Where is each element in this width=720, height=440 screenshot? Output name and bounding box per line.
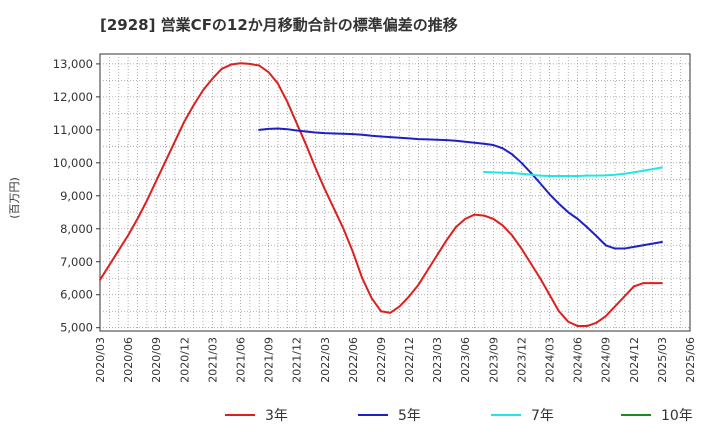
series-line-3年 <box>99 62 663 328</box>
series-lines <box>99 62 663 328</box>
x-tick-label: 2025/06 <box>684 337 697 383</box>
chart-title: [2928] 営業CFの12か月移動合計の標準偏差の推移 <box>100 16 458 34</box>
x-tick-label: 2024/03 <box>544 337 557 383</box>
x-tick-label: 2021/06 <box>234 337 247 383</box>
y-tick-label: 11,000 <box>53 123 93 137</box>
legend: 3年 5年 7年 10年 <box>225 408 693 424</box>
axes: 5,000 6,000 7,000 8,000 9,000 10,000 11,000 12,… <box>53 57 697 383</box>
x-tick-label: 2023/12 <box>515 337 528 383</box>
legend-label: 10年 <box>661 408 693 424</box>
x-tick-label: 2021/03 <box>206 337 219 383</box>
series-line-5年 <box>258 127 663 250</box>
legend-label: 5年 <box>398 408 421 424</box>
grid <box>99 53 691 332</box>
y-tick-label: 6,000 <box>60 288 93 302</box>
y-tick-label: 7,000 <box>60 255 93 269</box>
x-tick-label: 2022/09 <box>375 337 388 383</box>
x-tick-label: 2025/03 <box>656 337 669 383</box>
x-tick-label: 2024/12 <box>628 337 641 383</box>
x-tick-label: 2023/09 <box>487 337 500 383</box>
x-tick-label: 2024/09 <box>600 337 613 383</box>
series-line-7年 <box>482 166 663 178</box>
y-tick-label: 8,000 <box>60 222 93 236</box>
x-tick-label: 2024/06 <box>572 337 585 383</box>
x-tick-label: 2023/03 <box>431 337 444 383</box>
y-tick-label: 9,000 <box>60 189 93 203</box>
x-tick-label: 2021/12 <box>291 337 304 383</box>
x-tick-label: 2022/12 <box>403 337 416 383</box>
x-tick-label: 2022/03 <box>319 337 332 383</box>
y-axis-label: (百万円) <box>8 177 21 219</box>
y-tick-label: 13,000 <box>53 57 93 71</box>
y-tick-label: 12,000 <box>53 90 93 104</box>
legend-label: 3年 <box>265 408 288 424</box>
x-tick-label: 2022/06 <box>347 337 360 383</box>
x-tick-label: 2020/09 <box>150 337 163 383</box>
y-tick-label: 10,000 <box>53 156 93 170</box>
x-tick-label: 2021/09 <box>263 337 276 383</box>
plot-area <box>99 53 691 332</box>
y-tick-label: 5,000 <box>60 321 93 335</box>
x-tick-label: 2020/12 <box>178 337 191 383</box>
x-tick-label: 2020/03 <box>94 337 107 383</box>
legend-label: 7年 <box>531 408 554 424</box>
x-tick-label: 2020/06 <box>122 337 135 383</box>
x-tick-label: 2023/06 <box>459 337 472 383</box>
